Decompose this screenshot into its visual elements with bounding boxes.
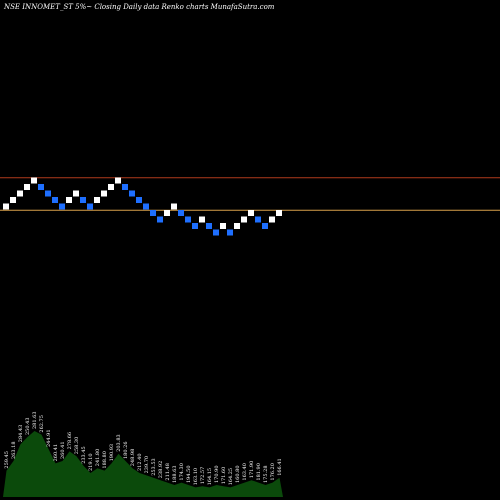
volume-label: 212.40: [137, 454, 143, 472]
renko-brick-down: [80, 197, 86, 203]
renko-brick-down: [157, 216, 163, 223]
volume-label: 203.83: [116, 434, 122, 452]
volume-label: 166.41: [277, 458, 283, 476]
volume-label: 211.48: [165, 463, 171, 481]
renko-brick-up: [101, 190, 107, 197]
renko-brick-down: [206, 223, 212, 229]
volume-label: 180.26: [123, 442, 129, 460]
volume-label: 250.43: [25, 418, 31, 436]
volume-label: 172.57: [200, 467, 206, 485]
volume-label: 253.53: [151, 458, 157, 476]
renko-brick-down: [38, 184, 44, 190]
renko-brick-up: [276, 210, 282, 216]
renko-brick-up: [115, 177, 121, 184]
volume-label: 263.18: [11, 442, 17, 460]
renko-brick-down: [129, 190, 135, 197]
volume-label: 260.41: [60, 442, 66, 460]
renko-brick-down: [262, 223, 268, 229]
volume-label: 233.45: [81, 446, 87, 464]
volume-area: [3, 431, 283, 497]
volume-label: 258.30: [74, 437, 80, 455]
volume-label: 163.10: [193, 468, 199, 486]
volume-label: 164.25: [228, 468, 234, 486]
renko-brick-up: [24, 184, 30, 190]
renko-brick-up: [164, 210, 170, 216]
renko-brick-up: [94, 197, 100, 203]
renko-brick-up: [171, 203, 177, 210]
volume-fill: [3, 431, 283, 497]
renko-brick-up: [108, 184, 114, 190]
volume-label: 262.75: [39, 415, 45, 433]
renko-bricks: [3, 177, 282, 236]
volume-label: 188.63: [172, 466, 178, 484]
renko-brick-down: [122, 184, 128, 190]
renko-brick-down: [185, 216, 191, 223]
renko-brick-down: [178, 210, 184, 216]
renko-brick-down: [255, 216, 261, 223]
renko-brick-up: [269, 216, 275, 223]
renko-brick-up: [220, 223, 226, 229]
volume-label: 260.41: [53, 444, 59, 462]
volume-label: 239.70: [144, 456, 150, 474]
renko-brick-down: [59, 203, 65, 210]
volume-label: 171.90: [249, 461, 255, 479]
volume-label: 175.28: [263, 466, 269, 484]
volume-label: 259.45: [4, 451, 10, 469]
volume-label: 244.91: [46, 430, 52, 448]
renko-brick-up: [10, 197, 16, 203]
renko-brick-down: [150, 210, 156, 216]
renko-brick-down: [136, 197, 142, 203]
volume-label: 188.80: [102, 451, 108, 469]
renko-brick-up: [73, 190, 79, 197]
volume-label: 174.30: [179, 463, 185, 481]
volume-label: 194.50: [186, 466, 192, 484]
volume-label: 219.10: [88, 454, 94, 472]
volume-label: 181.90: [256, 463, 262, 481]
renko-brick-up: [234, 223, 240, 229]
renko-brick-up: [66, 197, 72, 203]
volume-label: 164.15: [207, 468, 213, 486]
volume-label: 176.20: [270, 463, 276, 481]
volume-label: 248.98: [130, 449, 136, 467]
renko-brick-up: [3, 203, 9, 210]
renko-brick-up: [17, 190, 23, 197]
renko-brick-up: [241, 216, 247, 223]
volume-label: 284.43: [18, 425, 24, 443]
renko-brick-up: [31, 177, 37, 184]
renko-brick-down: [52, 197, 58, 203]
volume-label: 171.60: [221, 467, 227, 485]
renko-brick-down: [87, 203, 93, 210]
volume-label: 281.63: [32, 412, 38, 430]
renko-brick-down: [45, 190, 51, 197]
volume-label: 278.66: [67, 432, 73, 450]
renko-brick-down: [227, 229, 233, 236]
volume-label: 170.90: [214, 466, 220, 484]
renko-brick-down: [143, 203, 149, 210]
volume-label: 190.93: [109, 444, 115, 462]
volume-label: 160.80: [235, 466, 241, 484]
volume-label: 238.92: [158, 461, 164, 479]
renko-brick-down: [192, 223, 198, 229]
chart-title: NSE INNOMET_ST 5%~ Closing Daily data Re…: [3, 3, 275, 11]
volume-label: 163.40: [242, 463, 248, 481]
renko-brick-down: [213, 229, 219, 236]
renko-brick-up: [199, 216, 205, 223]
renko-brick-up: [248, 210, 254, 216]
volume-label: 241.80: [95, 449, 101, 467]
